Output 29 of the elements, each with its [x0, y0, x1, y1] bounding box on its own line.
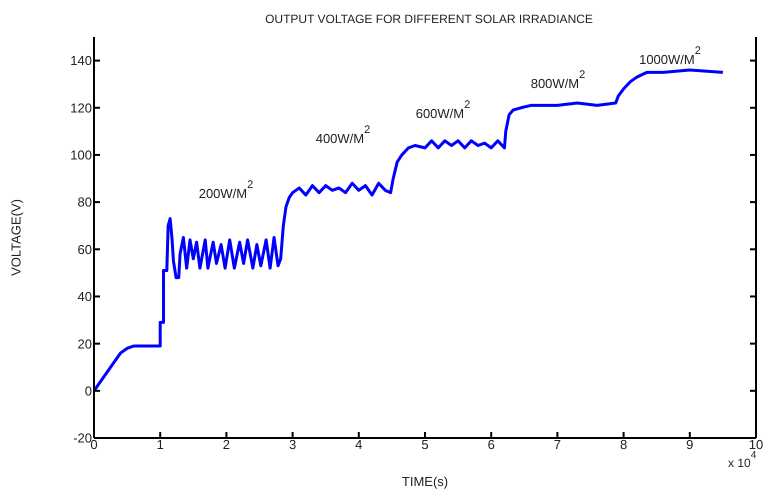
chart-title: OUTPUT VOLTAGE FOR DIFFERENT SOLAR IRRADIANCE: [265, 12, 593, 26]
y-tick-label: 0: [84, 383, 92, 398]
y-tick-label: 120: [70, 100, 92, 116]
y-tick-label: 20: [78, 336, 92, 352]
x-tick-label: 7: [554, 437, 562, 452]
x-tick-label: 3: [288, 437, 296, 452]
annotation: 200W/M$^{2}$: [198, 179, 254, 201]
x-tick-label: 10: [748, 437, 764, 452]
x-tick-label: 1: [156, 437, 164, 452]
x-tick-label: 9: [686, 437, 694, 452]
x-tick-label: 8: [620, 437, 628, 452]
x-axis-title: TIME(s): [402, 474, 448, 489]
y-tick-label: 80: [78, 194, 92, 210]
x-tick-label: 4: [355, 437, 362, 452]
text: x 10$^{4}$: [728, 450, 757, 470]
y-tick-label: 140: [70, 53, 92, 68]
annotation: 400W/M$^{2}$: [316, 124, 370, 146]
annotation: 600W/M$^{2}$: [416, 99, 470, 121]
x-tick-label: 5: [421, 437, 429, 452]
x-tick-label: 6: [488, 437, 495, 452]
y-tick-label: 100: [70, 148, 92, 163]
annotation: 1000W/M$^{2}$: [639, 45, 701, 67]
annotation: 800W/M$^{2}$: [530, 69, 586, 91]
y-tick-label: -20: [73, 430, 92, 446]
y-axis-title: VOLTAGE(V): [8, 199, 24, 276]
line-series: [94, 68, 724, 392]
y-tick-label: 40: [78, 289, 92, 304]
x-tick-label: 2: [222, 437, 230, 452]
y-tick-label: 60: [78, 242, 92, 257]
